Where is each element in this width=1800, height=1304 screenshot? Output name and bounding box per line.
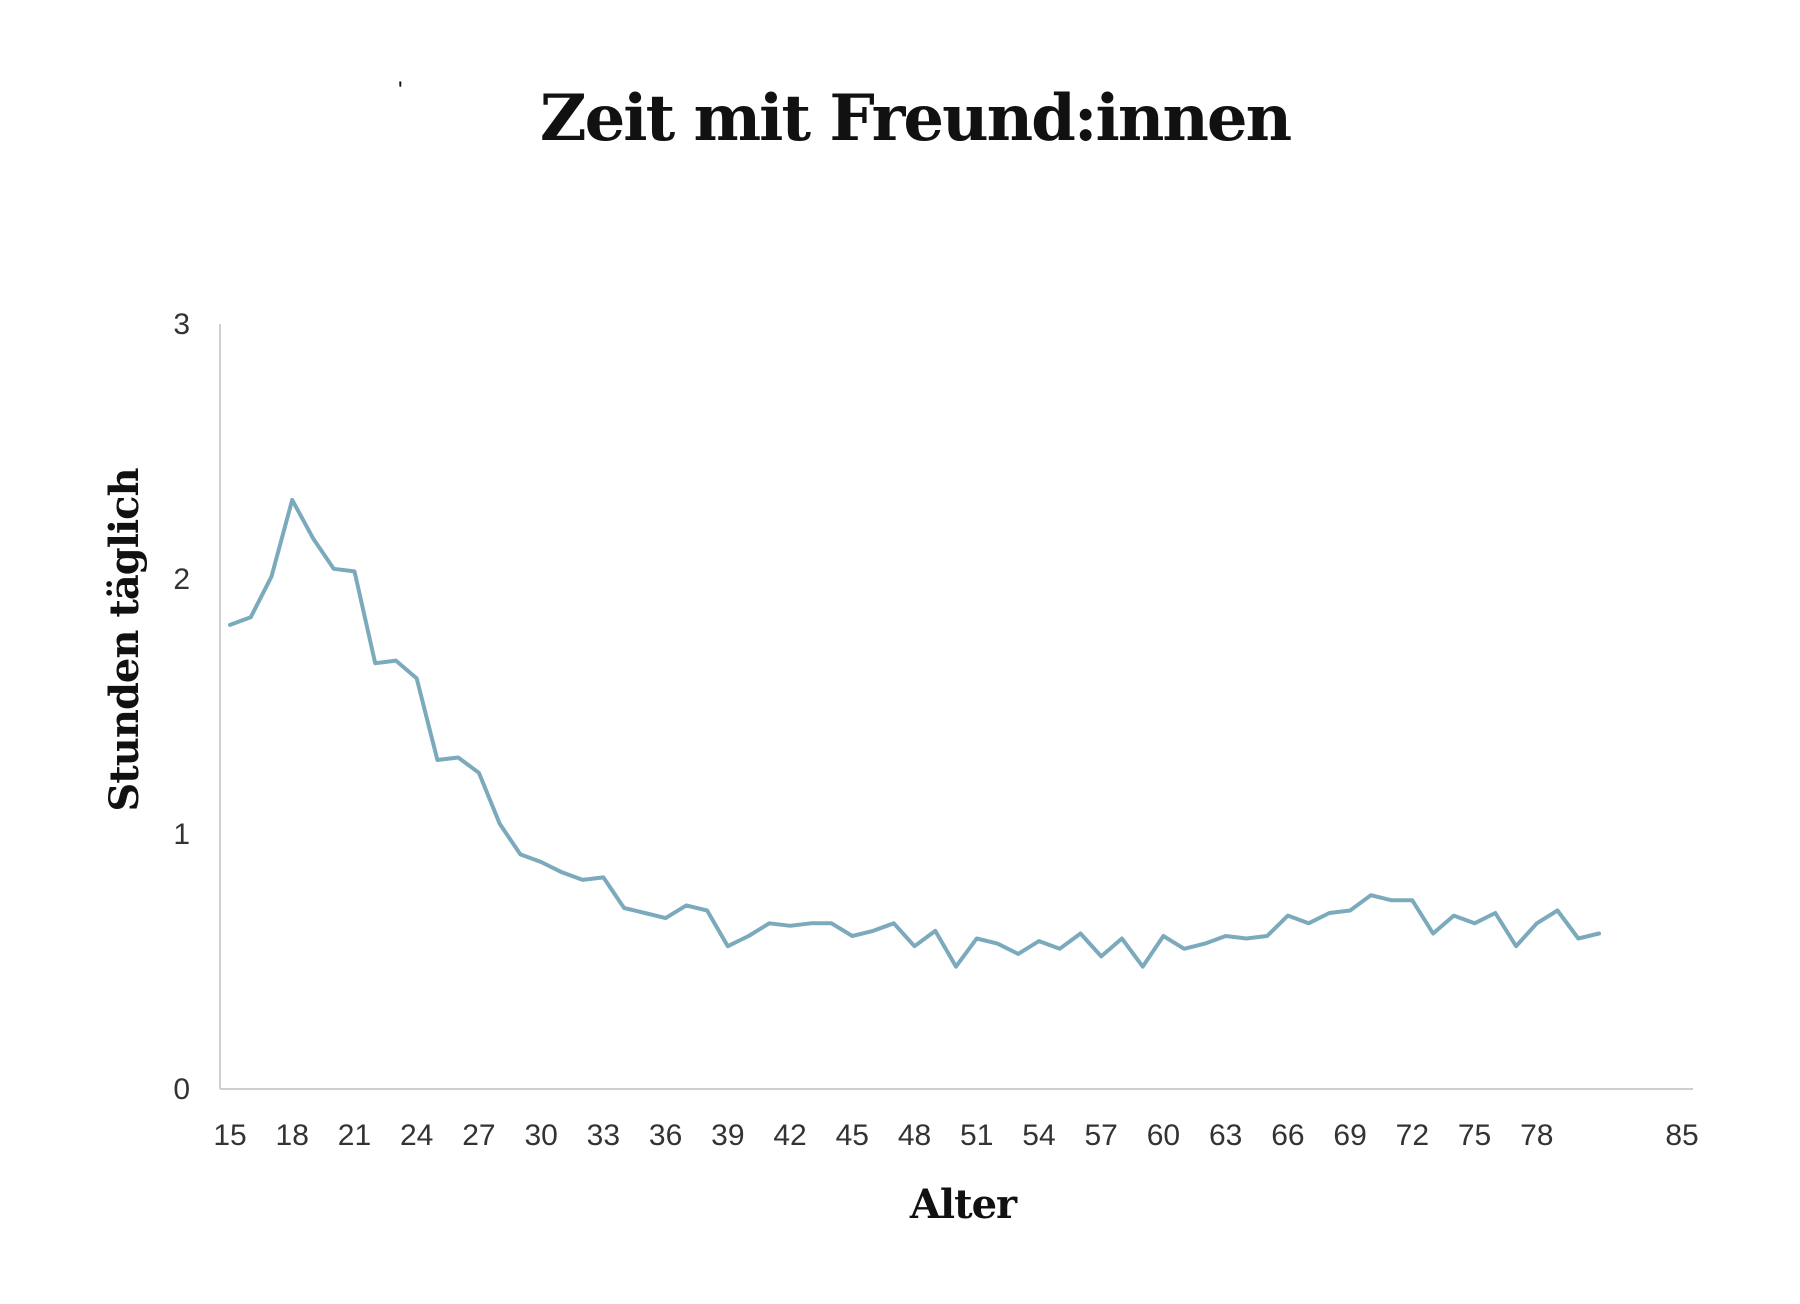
x-tick-label: 45 [836, 1119, 869, 1152]
chart-title: Zeit mit Freund:innen [540, 81, 1292, 156]
x-tick-label: 18 [276, 1119, 309, 1152]
y-tick-label: 2 [173, 563, 190, 596]
x-tick-label: 78 [1520, 1119, 1553, 1152]
x-tick-label: 15 [213, 1119, 246, 1152]
x-tick-label: 57 [1085, 1119, 1118, 1152]
x-tick-label: 27 [462, 1119, 495, 1152]
series-line-0 [228, 497, 1601, 969]
y-tick-label: 1 [173, 818, 190, 851]
x-axis-title: Alter [909, 1181, 1018, 1228]
x-tick-label: 66 [1271, 1119, 1304, 1152]
x-tick-label: 85 [1665, 1119, 1698, 1152]
x-tick-label: 51 [960, 1119, 993, 1152]
x-tick-label: 39 [711, 1119, 744, 1152]
y-tick-label: 3 [173, 308, 190, 341]
x-tick-label: 72 [1396, 1119, 1429, 1152]
series-group [228, 497, 1601, 969]
x-tick-label: 24 [400, 1119, 433, 1152]
x-tick-label: 69 [1333, 1119, 1366, 1152]
axes [219, 324, 1693, 1090]
stray-mark: ' [398, 77, 403, 104]
x-tick-label: 54 [1022, 1119, 1055, 1152]
y-axis-title: Stunden täglich [101, 468, 148, 812]
y-tick-label: 0 [173, 1073, 190, 1106]
x-tick-label: 48 [898, 1119, 931, 1152]
x-tick-labels: 15 18 21 24 27 30 33 36 39 42 45 48 51 54 57 60 63 66 69 72… [213, 1119, 1698, 1152]
x-tick-label: 30 [524, 1119, 557, 1152]
x-tick-label: 33 [587, 1119, 620, 1152]
x-tick-label: 75 [1458, 1119, 1491, 1152]
x-tick-label: 60 [1147, 1119, 1180, 1152]
x-tick-label: 63 [1209, 1119, 1242, 1152]
x-tick-label: 42 [773, 1119, 806, 1152]
y-tick-labels: 0 1 2 3 [173, 308, 190, 1106]
x-tick-label: 21 [338, 1119, 371, 1152]
x-tick-label: 36 [649, 1119, 682, 1152]
